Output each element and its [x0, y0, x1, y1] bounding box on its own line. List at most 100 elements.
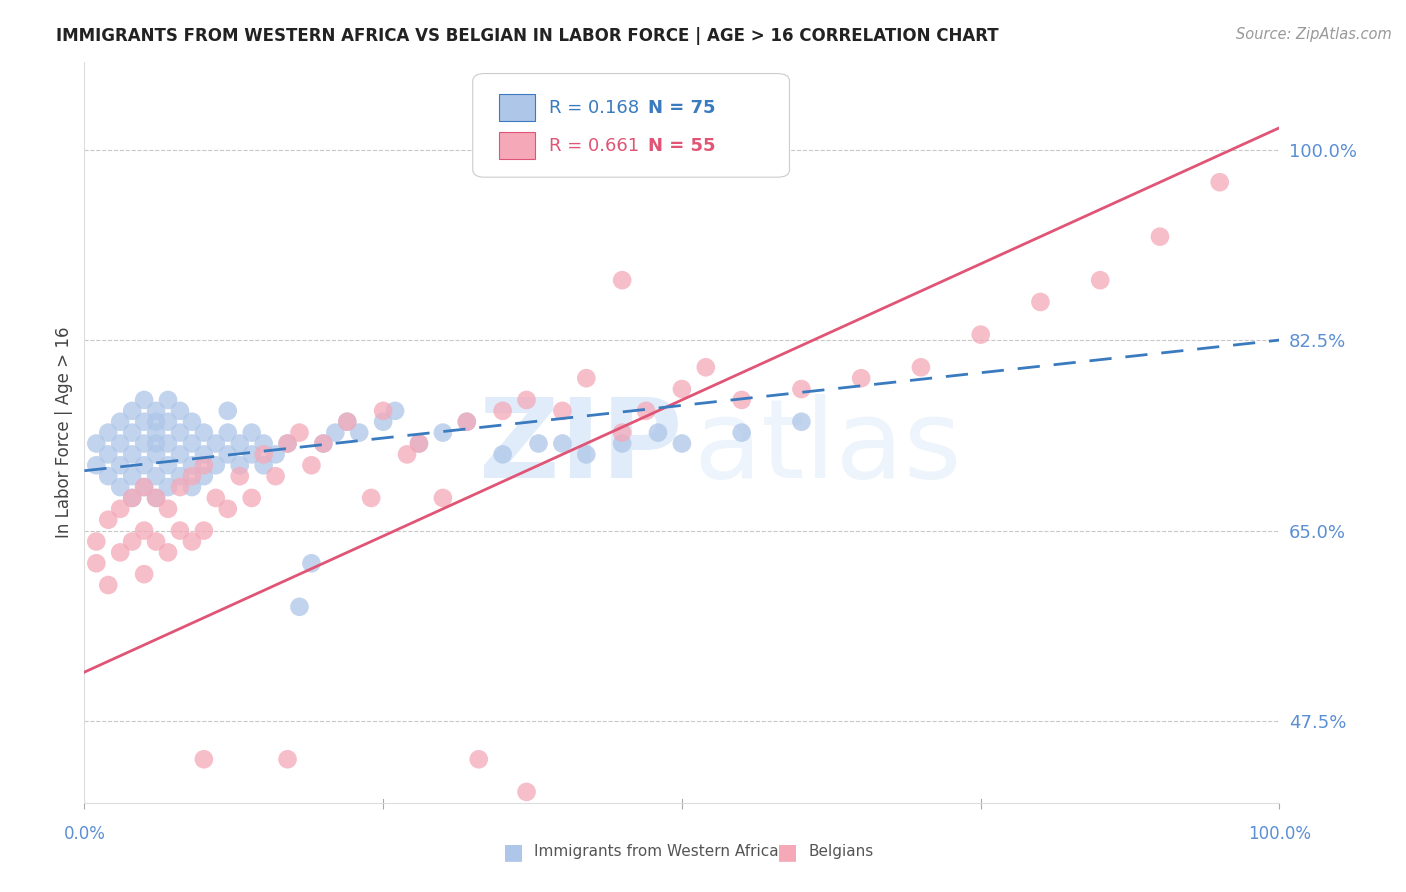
Point: [217, 501, 239, 516]
Point: [86, 556, 108, 570]
Point: [492, 447, 515, 461]
Point: [157, 458, 180, 473]
Point: [145, 436, 167, 450]
Point: [110, 436, 132, 450]
Point: [132, 392, 156, 407]
Point: [132, 436, 156, 450]
Point: [157, 545, 180, 559]
Point: [312, 436, 335, 450]
Point: [612, 273, 634, 287]
Point: [110, 458, 132, 473]
Point: [325, 425, 347, 440]
Point: [217, 404, 239, 418]
Point: [312, 436, 335, 450]
Point: [468, 752, 491, 766]
Point: [169, 447, 191, 461]
Point: [301, 556, 323, 570]
Point: [145, 469, 167, 483]
Point: [132, 524, 156, 538]
Point: [516, 785, 538, 799]
Point: [229, 469, 252, 483]
Point: [110, 480, 132, 494]
Text: Source: ZipAtlas.com: Source: ZipAtlas.com: [1236, 27, 1392, 42]
Point: [193, 447, 215, 461]
Point: [97, 425, 120, 440]
Point: [157, 480, 180, 494]
Point: [132, 567, 156, 582]
Point: [145, 447, 167, 461]
Point: [516, 392, 538, 407]
Point: [157, 436, 180, 450]
Point: [349, 425, 371, 440]
Point: [671, 382, 693, 396]
Point: [492, 404, 515, 418]
Point: [790, 415, 813, 429]
Point: [181, 436, 204, 450]
Point: [253, 447, 276, 461]
Point: [647, 425, 669, 440]
Point: [277, 436, 299, 450]
Point: [217, 447, 239, 461]
Text: ■: ■: [778, 842, 797, 862]
Point: [205, 491, 228, 505]
FancyBboxPatch shape: [499, 95, 534, 121]
Point: [408, 436, 430, 450]
Point: [551, 404, 574, 418]
Point: [145, 491, 167, 505]
Point: [169, 524, 191, 538]
Text: 0.0%: 0.0%: [63, 825, 105, 843]
Point: [97, 578, 120, 592]
Point: [1149, 229, 1171, 244]
Point: [612, 436, 634, 450]
Point: [408, 436, 430, 450]
Point: [86, 436, 108, 450]
Point: [121, 534, 143, 549]
Point: [132, 480, 156, 494]
Text: 100.0%: 100.0%: [1249, 825, 1310, 843]
Point: [181, 415, 204, 429]
Point: [240, 491, 263, 505]
Text: IMMIGRANTS FROM WESTERN AFRICA VS BELGIAN IN LABOR FORCE | AGE > 16 CORRELATION : IMMIGRANTS FROM WESTERN AFRICA VS BELGIA…: [56, 27, 998, 45]
Point: [193, 524, 215, 538]
Point: [97, 447, 120, 461]
Point: [193, 425, 215, 440]
FancyBboxPatch shape: [472, 73, 790, 178]
Point: [636, 404, 658, 418]
Point: [288, 599, 311, 614]
Text: R = 0.168: R = 0.168: [550, 99, 640, 117]
Text: Belgians: Belgians: [808, 845, 873, 859]
Point: [253, 458, 276, 473]
Point: [121, 404, 143, 418]
Point: [277, 752, 299, 766]
Text: R = 0.661: R = 0.661: [550, 136, 640, 155]
Point: [240, 425, 263, 440]
Point: [1029, 295, 1052, 310]
Point: [121, 425, 143, 440]
Point: [110, 415, 132, 429]
Text: Immigrants from Western Africa: Immigrants from Western Africa: [534, 845, 779, 859]
Point: [432, 491, 454, 505]
Point: [240, 447, 263, 461]
Point: [851, 371, 873, 385]
Point: [970, 327, 993, 342]
Point: [1209, 175, 1232, 189]
Text: N = 75: N = 75: [648, 99, 716, 117]
Point: [456, 415, 478, 429]
Point: [181, 534, 204, 549]
Point: [432, 425, 454, 440]
Point: [121, 491, 143, 505]
Point: [575, 447, 598, 461]
Point: [205, 458, 228, 473]
Point: [157, 392, 180, 407]
Point: [193, 752, 215, 766]
FancyBboxPatch shape: [499, 133, 534, 159]
Point: [336, 415, 359, 429]
Point: [121, 447, 143, 461]
Point: [121, 469, 143, 483]
Point: [336, 415, 359, 429]
Point: [97, 513, 120, 527]
Point: [527, 436, 550, 450]
Point: [253, 436, 276, 450]
Point: [181, 480, 204, 494]
Point: [731, 392, 754, 407]
